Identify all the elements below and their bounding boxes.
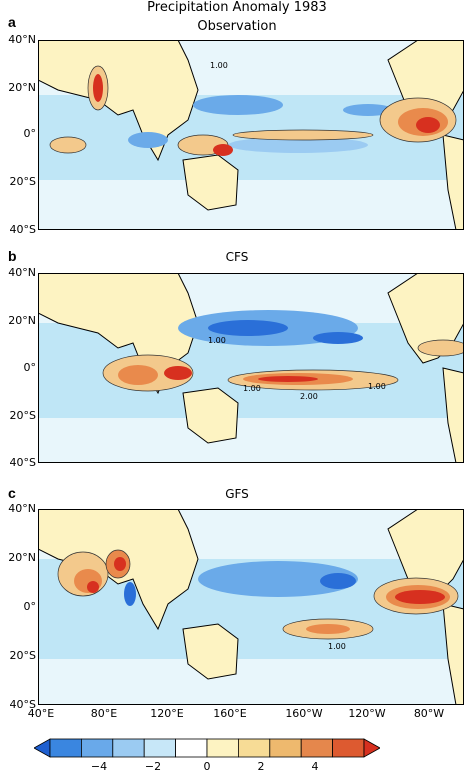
map-panel-observation: 1.00 — [38, 40, 464, 230]
panel-c-letter: c — [8, 485, 16, 501]
lat-label-b-40n: 40°N — [8, 266, 36, 279]
colorbar-swatch-2 — [81, 738, 114, 758]
panel-b-letter: b — [8, 248, 17, 264]
colorbar-swatch-5 — [175, 738, 208, 758]
colorbar-swatch-1 — [49, 738, 82, 758]
lat-label-a-0: 0° — [23, 127, 37, 140]
lon-label-160w: 160°W — [285, 707, 323, 720]
contour-label-b4: 1.00 — [208, 336, 226, 345]
lat-label-b-40s: 40°S — [9, 456, 36, 469]
colorbar-swatch-7 — [237, 738, 271, 758]
colorbar-swatch-9 — [300, 738, 334, 758]
lat-label-b-0: 0° — [23, 361, 37, 374]
panel-a-title: Observation — [197, 19, 277, 34]
lat-label-c-20n: 20°N — [8, 551, 36, 564]
lat-label-a-20s: 20°S — [9, 175, 36, 188]
contour-label-a: 1.00 — [210, 61, 228, 70]
lat-label-a-20n: 20°N — [8, 81, 36, 94]
lon-label-80w: 80°W — [413, 707, 445, 720]
lat-label-b-20n: 20°N — [8, 314, 36, 327]
colorbar-label-neg2: −2 — [144, 760, 162, 773]
panel-c-title: GFS — [225, 487, 249, 501]
lon-label-40e: 40°E — [27, 707, 55, 720]
panel-b-title: CFS — [225, 250, 249, 264]
lon-label-80e: 80°E — [90, 707, 118, 720]
colorbar-label-2: 2 — [257, 760, 265, 773]
contour-label-c: 1.00 — [328, 642, 346, 651]
contour-label-b1: 1.00 — [243, 384, 261, 393]
contour-label-b2: 2.00 — [300, 392, 318, 401]
colorbar — [33, 738, 381, 762]
colorbar-swatch-8 — [269, 738, 302, 758]
lat-label-c-40s: 40°S — [9, 698, 36, 711]
lat-label-b-20s: 20°S — [9, 409, 36, 422]
colorbar-swatch-0 — [33, 738, 51, 758]
lon-label-120e: 120°E — [150, 707, 184, 720]
lon-label-120w: 120°W — [348, 707, 386, 720]
map-panel-cfs: 1.00 2.00 1.00 1.00 — [38, 273, 464, 463]
colorbar-swatch-6 — [206, 738, 239, 758]
colorbar-label-neg4: −4 — [90, 760, 108, 773]
colorbar-swatch-4 — [143, 738, 176, 758]
contour-label-b3: 1.00 — [368, 382, 386, 391]
lat-label-a-40s: 40°S — [9, 223, 36, 236]
colorbar-label-0: 0 — [203, 760, 211, 773]
figure-title: Precipitation Anomaly 1983 — [147, 0, 327, 15]
lat-label-c-0: 0° — [23, 600, 37, 613]
lat-label-c-20s: 20°S — [9, 649, 36, 662]
colorbar-swatch-10 — [332, 738, 365, 758]
colorbar-swatch-3 — [112, 738, 145, 758]
lon-label-160e: 160°E — [213, 707, 247, 720]
colorbar-swatch-11 — [363, 738, 381, 758]
lat-label-a-40n: 40°N — [8, 33, 36, 46]
lat-label-c-40n: 40°N — [8, 502, 36, 515]
map-panel-gfs: 1.00 — [38, 509, 464, 705]
panel-a-letter: a — [8, 14, 16, 30]
colorbar-label-4: 4 — [311, 760, 319, 773]
